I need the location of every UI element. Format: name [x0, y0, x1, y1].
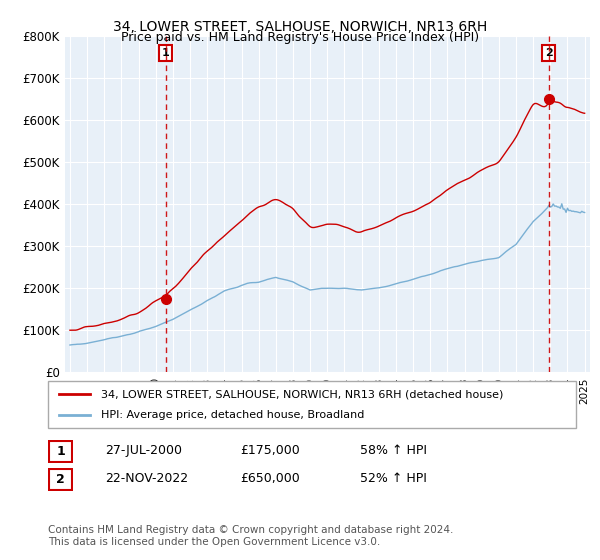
Text: £175,000: £175,000: [240, 444, 300, 458]
Text: 1: 1: [56, 445, 65, 458]
Text: 22-NOV-2022: 22-NOV-2022: [105, 472, 188, 486]
Text: 27-JUL-2000: 27-JUL-2000: [105, 444, 182, 458]
Text: 34, LOWER STREET, SALHOUSE, NORWICH, NR13 6RH (detached house): 34, LOWER STREET, SALHOUSE, NORWICH, NR1…: [101, 389, 503, 399]
Text: 1: 1: [162, 48, 170, 58]
Text: HPI: Average price, detached house, Broadland: HPI: Average price, detached house, Broa…: [101, 410, 364, 420]
Text: 34, LOWER STREET, SALHOUSE, NORWICH, NR13 6RH: 34, LOWER STREET, SALHOUSE, NORWICH, NR1…: [113, 20, 487, 34]
Text: Price paid vs. HM Land Registry's House Price Index (HPI): Price paid vs. HM Land Registry's House …: [121, 31, 479, 44]
Text: 2: 2: [545, 48, 553, 58]
Text: Contains HM Land Registry data © Crown copyright and database right 2024.
This d: Contains HM Land Registry data © Crown c…: [48, 525, 454, 547]
Text: £650,000: £650,000: [240, 472, 300, 486]
Text: 52% ↑ HPI: 52% ↑ HPI: [360, 472, 427, 486]
Text: 58% ↑ HPI: 58% ↑ HPI: [360, 444, 427, 458]
Text: 2: 2: [56, 473, 65, 486]
FancyBboxPatch shape: [48, 381, 576, 428]
